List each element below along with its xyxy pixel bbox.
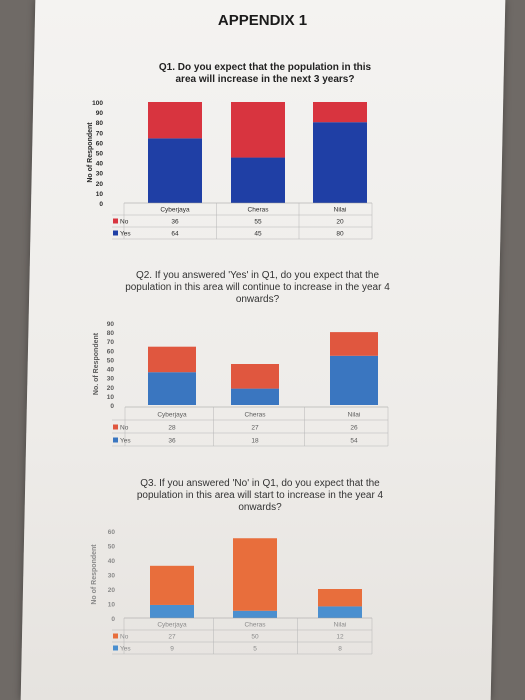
y-tick-label: 30 (96, 171, 104, 178)
category-label: Cyberjaya (157, 412, 187, 419)
data-value: 12 (336, 634, 344, 641)
y-tick-label: 60 (108, 529, 116, 536)
legend-swatch (113, 230, 118, 236)
legend-label: No (120, 634, 129, 641)
y-tick-label: 0 (99, 201, 103, 208)
y-tick-label: 0 (111, 616, 115, 623)
y-tick-label: 20 (96, 181, 104, 188)
y-tick-label: 10 (107, 394, 115, 401)
y-tick-label: 70 (96, 130, 104, 137)
bar-no-nilai (313, 102, 367, 123)
bar-yes-cyberjaya (148, 138, 202, 203)
y-tick-label: 70 (107, 339, 115, 346)
y-tick-label: 80 (96, 120, 104, 127)
bar-yes-nilai (313, 122, 367, 203)
bar-yes-nilai (318, 606, 362, 618)
chart-title-q1: Q1. Do you expect that the population in… (158, 62, 372, 85)
legend-label: Yes (120, 438, 131, 445)
y-tick-label: 40 (108, 558, 116, 565)
y-tick-label: 50 (108, 544, 116, 551)
y-tick-label: 20 (108, 587, 116, 594)
bar-no-cheras (231, 102, 285, 158)
data-value: 55 (254, 219, 262, 226)
y-tick-label: 40 (96, 161, 104, 168)
category-label: Cheras (245, 412, 267, 419)
bar-yes-cheras (233, 610, 277, 618)
category-label: Cheras (245, 622, 267, 629)
data-value: 27 (168, 634, 176, 641)
data-value: 8 (338, 646, 342, 653)
data-value: 28 (168, 425, 176, 432)
page-title: APPENDIX 1 (217, 12, 308, 29)
data-value: 45 (254, 231, 262, 238)
bar-yes-cheras (231, 388, 279, 405)
bar-no-nilai (330, 332, 378, 356)
bar-no-cheras (233, 538, 277, 611)
y-tick-label: 60 (96, 140, 104, 147)
y-tick-label: 80 (107, 330, 115, 337)
y-tick-label: 10 (96, 191, 104, 198)
y-tick-label: 90 (107, 321, 115, 328)
bar-no-cheras (231, 364, 279, 389)
data-value: 36 (171, 219, 179, 226)
y-axis-label: No of Respondent (91, 544, 98, 605)
bar-no-cyberjaya (148, 346, 196, 373)
legend-label: No (120, 425, 129, 432)
data-value: 54 (350, 438, 358, 445)
chart-title-q2: Q2. If you answered 'Yes' in Q1, do you … (125, 270, 390, 305)
legend-swatch (113, 645, 118, 651)
y-tick-label: 100 (92, 100, 103, 107)
legend-label: No (120, 219, 129, 226)
data-value: 36 (168, 438, 176, 445)
data-value: 80 (336, 231, 344, 238)
bar-yes-cheras (231, 157, 285, 203)
y-tick-label: 60 (107, 348, 115, 355)
legend-label: Yes (120, 231, 131, 238)
data-value: 18 (251, 438, 259, 445)
y-axis-label: No of Respondent (87, 122, 94, 183)
data-value: 26 (350, 425, 358, 432)
data-value: 64 (171, 231, 179, 238)
y-tick-label: 50 (107, 357, 115, 364)
data-value: 27 (251, 425, 259, 432)
category-label: Cyberjaya (160, 207, 190, 214)
data-value: 9 (170, 646, 174, 653)
y-tick-label: 0 (110, 403, 114, 410)
legend-swatch (113, 424, 118, 430)
y-tick-label: 40 (107, 367, 115, 374)
y-tick-label: 90 (96, 110, 104, 117)
y-tick-label: 30 (107, 376, 115, 383)
data-value: 50 (251, 634, 259, 641)
category-label: Cyberjaya (157, 622, 187, 629)
legend-swatch (113, 218, 118, 224)
category-label: Nilai (334, 622, 347, 629)
category-label: Cheras (248, 207, 270, 214)
category-label: Nilai (348, 412, 361, 419)
chart-title-q3: Q3. If you answered 'No' in Q1, do you e… (136, 478, 384, 513)
bar-yes-nilai (330, 355, 378, 405)
y-tick-label: 20 (107, 385, 115, 392)
legend-swatch (113, 437, 118, 443)
y-tick-label: 10 (108, 602, 116, 609)
legend-label: Yes (120, 646, 131, 653)
data-value: 20 (336, 219, 344, 226)
y-tick-label: 50 (96, 151, 104, 158)
y-tick-label: 30 (108, 573, 116, 580)
legend-swatch (113, 633, 118, 639)
bar-yes-cyberjaya (150, 604, 194, 618)
bar-no-nilai (318, 589, 362, 607)
category-label: Nilai (334, 207, 347, 214)
y-axis-label: No. of Respondent (93, 332, 100, 395)
bar-yes-cyberjaya (148, 372, 196, 405)
bar-no-cyberjaya (148, 102, 202, 139)
data-value: 5 (253, 646, 257, 653)
bar-no-cyberjaya (150, 565, 194, 605)
